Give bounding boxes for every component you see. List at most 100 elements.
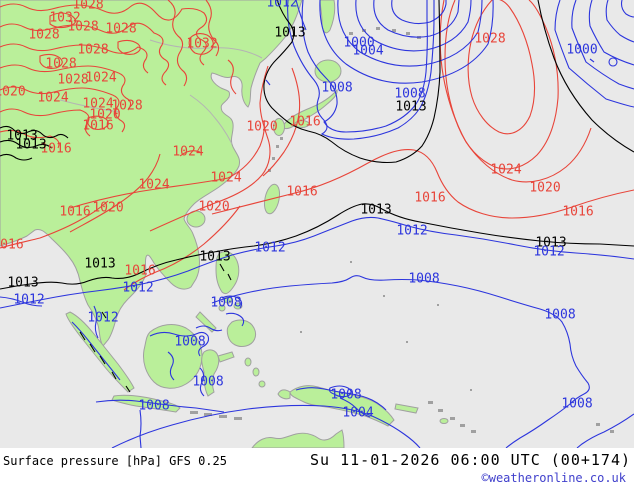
land-sulawesi-arm	[217, 351, 235, 363]
isobar-label-1024: 1024	[82, 97, 113, 112]
land-kyushu	[273, 118, 285, 136]
isobar-label-1008: 1008	[321, 81, 352, 96]
isobar-label-1013: 1013	[395, 100, 426, 115]
land-solomon-green	[439, 418, 449, 424]
isobar-label-1016: 1016	[59, 205, 90, 220]
isobar-label-1012: 1012	[266, 0, 297, 11]
isobar-label-1012: 1012	[396, 224, 427, 239]
isobar-label-1028: 1028	[474, 32, 505, 47]
isobar-1020-pacific-ridge	[439, 0, 592, 183]
isobar-label-1008: 1008	[138, 399, 169, 414]
mean-pressure-isobars	[0, 0, 634, 393]
small-islands-layer	[190, 27, 614, 433]
land-new-britain	[394, 403, 419, 414]
isobar-label-1020: 1020	[0, 85, 26, 100]
isobar-label-1032: 1032	[49, 11, 80, 26]
land-visayas-3	[218, 304, 226, 312]
copyright-label: ©weatheronline.co.uk	[481, 471, 627, 485]
isobar-label-1008: 1008	[192, 375, 223, 390]
isobar-label-1024: 1024	[37, 91, 68, 106]
land-shikoku	[294, 120, 310, 128]
footer-bar: Surface pressure [hPa] GFS 0.25 Su 11-01…	[0, 448, 634, 490]
isobar-label-1016: 1016	[286, 185, 317, 200]
land-palawan	[195, 311, 217, 333]
isobar-label-1013: 1013	[7, 276, 38, 291]
isobar-label-1008: 1008	[210, 296, 241, 311]
isobar-label-1008: 1008	[544, 308, 575, 323]
isobar-corner-low-3	[571, 0, 634, 90]
isobar-1020-indochina	[69, 153, 161, 233]
isobar-label-1012: 1012	[122, 281, 153, 296]
isobar-label-1016: 1016	[40, 142, 71, 157]
land-mindanao	[226, 319, 257, 347]
isobar-1013-japan-low	[263, 0, 441, 164]
isobar-label-1016: 1016	[562, 205, 593, 220]
isobar-label-1024: 1024	[172, 145, 203, 160]
land-moluccas-3	[258, 380, 266, 388]
isobar-label-1032: 1032	[186, 37, 217, 52]
isobar-label-1012: 1012	[87, 311, 118, 326]
isobar-label-1000: 1000	[343, 36, 374, 51]
isobar-1012-main	[0, 216, 634, 309]
isobar-1024-east-china	[69, 119, 265, 209]
isobar-1024-pacific-ridge	[444, 0, 559, 170]
isobar-1008-japan	[301, 0, 428, 133]
land-borneo	[143, 324, 203, 389]
land-hokkaido	[314, 59, 342, 83]
isobar-1028-pacific-ridge	[467, 0, 535, 135]
land-luzon	[215, 251, 240, 295]
isobar-1016-vietnam	[123, 205, 241, 291]
isobar-1016-japan-west	[262, 67, 301, 177]
land-sulawesi	[201, 349, 220, 397]
isobar-label-1020: 1020	[89, 108, 120, 123]
land-honshu	[281, 88, 338, 130]
land-moluccas-2	[252, 367, 260, 377]
low-pressure-isobars	[0, 0, 634, 448]
isobar-label-1016: 1016	[414, 191, 445, 206]
isobar-label-1012: 1012	[13, 293, 44, 308]
solomon-islands	[428, 401, 614, 433]
isobar-label-1024: 1024	[85, 71, 116, 86]
isobar-label-1008: 1008	[561, 397, 592, 412]
isobar-label-1000: 1000	[566, 43, 597, 58]
isobar-label-1016: 1016	[82, 119, 113, 134]
isobar-label-1024: 1024	[490, 163, 521, 178]
isobar-label-1012: 1012	[533, 245, 564, 260]
isobar-label-1028: 1028	[28, 28, 59, 43]
isobar-label-1024: 1024	[138, 178, 169, 193]
isobar-label-1013: 1013	[15, 138, 46, 153]
isobar-label-1028: 1028	[45, 57, 76, 72]
isobar-label-1013: 1013	[360, 203, 391, 218]
isobar-label-1013: 1013	[6, 129, 37, 144]
isobar-1008-borneo	[149, 331, 210, 357]
isobar-1020-east-china	[149, 65, 271, 232]
isobar-label-1020: 1020	[92, 201, 123, 216]
isobar-corner-low-2	[588, 0, 634, 66]
land-sakhalin	[319, 0, 336, 34]
isobar-1008-main	[211, 275, 590, 448]
isobar-label-1020: 1020	[529, 181, 560, 196]
isobar-label-1008: 1008	[408, 272, 439, 287]
product-label: Surface pressure [hPa] GFS 0.25	[3, 454, 227, 468]
isobar-1008-equator-arc	[111, 404, 421, 448]
isobar-1008-java	[95, 399, 225, 413]
isobar-corner-low-1	[605, 0, 634, 43]
land-moluccas-1	[244, 357, 252, 367]
isobar-label-1024: 1024	[210, 171, 241, 186]
land-sumatra	[65, 311, 135, 393]
isobar-label-1008: 1008	[394, 87, 425, 102]
datetime-label: Su 11-01-2026 06:00 UTC (00+174)	[310, 451, 631, 469]
isobar-1016-indochina	[0, 200, 109, 249]
isobar-label-1028: 1028	[105, 22, 136, 37]
ocean-specks	[300, 261, 472, 391]
isobar-label-1013: 1013	[274, 26, 305, 41]
lesser-sunda-islands	[190, 411, 242, 420]
isobar-label-1016: 1016	[124, 264, 155, 279]
high-pressure-isobars	[0, 0, 634, 291]
isobar-label-1012: 1012	[254, 241, 285, 256]
isobar-label-1028: 1028	[67, 20, 98, 35]
isobar-label-1028: 1028	[77, 43, 108, 58]
isobar-label-1008: 1008	[330, 388, 361, 403]
